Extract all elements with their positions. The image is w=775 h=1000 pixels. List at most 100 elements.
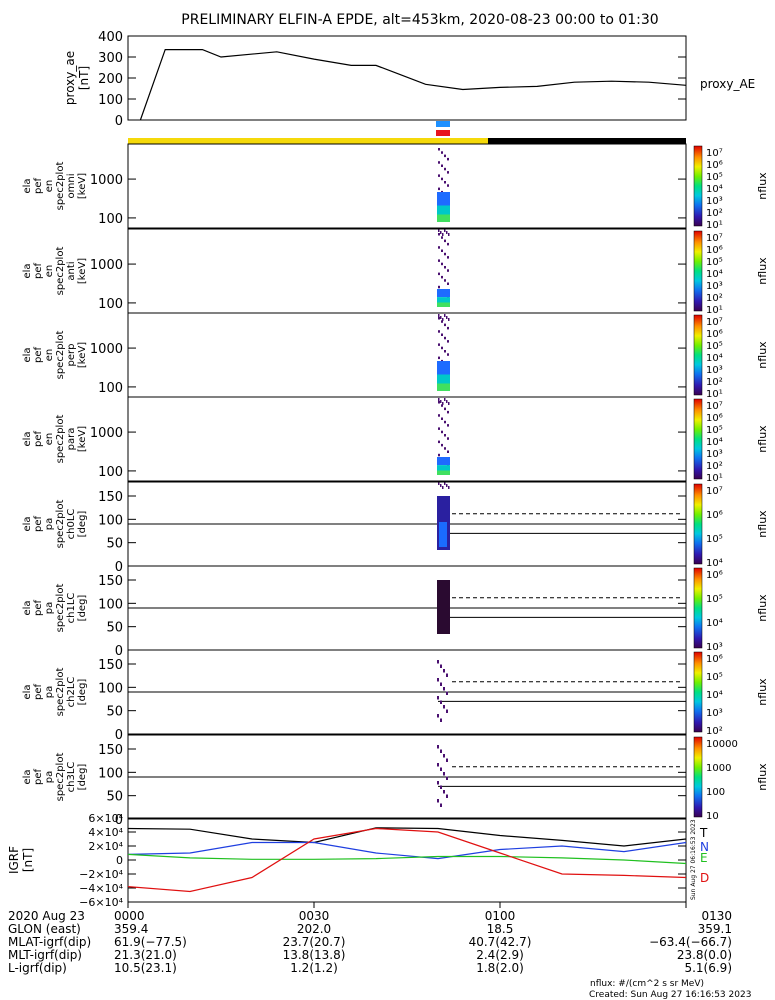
panel-ylabel-line: spec2plot — [55, 247, 66, 296]
colorbar — [693, 651, 703, 733]
panel-ylabel-line: pef — [33, 431, 44, 448]
flux-pixel — [447, 269, 449, 272]
footer-row-label: GLON (east) — [8, 922, 81, 936]
flux-pixel — [437, 696, 439, 700]
ytick-label: 1000 — [90, 258, 123, 273]
flux-pixel — [447, 437, 449, 440]
colorbar-tick-label: 10⁵ — [706, 672, 723, 683]
panel-ylabel-line: [keV] — [77, 258, 88, 284]
footer-cell: 0000 — [114, 909, 145, 923]
proxy-ae-panel: 400 300 200 100 0 proxy_ae [nT] proxy_AE — [63, 30, 755, 129]
panel-ylabel-line: [deg] — [77, 679, 88, 706]
flux-pixel — [437, 781, 439, 785]
ytick-label: 1000 — [90, 426, 123, 441]
flux-pixel — [443, 790, 445, 794]
footer-cell: 61.9(−77.5) — [114, 935, 187, 949]
flux-pixel — [437, 192, 450, 206]
igrf-ytick-label: 2×10⁴ — [88, 840, 123, 853]
flux-pixel — [444, 482, 446, 485]
flux-pixel — [437, 714, 439, 718]
flux-pixel — [438, 414, 440, 417]
flux-pixel — [447, 450, 449, 453]
panel-ylabel-line: ela — [22, 600, 33, 615]
footer-cell: 21.3(21.0) — [114, 948, 177, 962]
igrf-ytick-label: −4×10⁴ — [79, 882, 123, 895]
panel-ylabel-line: [keV] — [77, 173, 88, 199]
panel-ylabel-line: pa — [44, 602, 55, 614]
colorbar-tick-label: 10⁶ — [706, 329, 723, 340]
flux-pixel — [437, 214, 450, 222]
units-note: nflux: #/(cm^2 s sr MeV) — [590, 979, 704, 989]
colorbar-tick-label: 10⁴ — [706, 437, 723, 448]
colorbar-unit-label: nflux — [756, 341, 769, 369]
panel-ylabel-line: en — [44, 433, 55, 446]
flux-pixel — [447, 256, 449, 259]
ae-ytick-label: 400 — [98, 30, 123, 45]
colorbar-tick-label: 10⁴ — [706, 269, 723, 280]
flux-pixel — [437, 302, 450, 307]
igrf-ylabel-line1: IGRF — [7, 846, 21, 874]
colorbar-tick-label: 10³ — [706, 642, 723, 653]
colorbar — [693, 567, 703, 649]
flux-pixel — [441, 346, 443, 350]
flux-pixel — [446, 794, 448, 798]
spectrogram-data — [437, 660, 448, 722]
colorbar-tick-label: 1000 — [706, 763, 731, 774]
colorbar-tick-label: 10000 — [706, 739, 738, 750]
igrf-line-N — [127, 841, 687, 860]
colorbar-unit-label: nflux — [756, 425, 769, 453]
igrf-ytick-label: −6×10⁴ — [79, 896, 123, 909]
colorbar — [693, 398, 703, 480]
footer-cell: 0130 — [701, 909, 732, 923]
ytick-label: 0 — [115, 644, 123, 659]
flux-pixel — [441, 443, 443, 447]
panel-ylabel-line: ch0LC — [66, 509, 77, 540]
ytick-label: 50 — [106, 621, 123, 636]
flux-pixel — [437, 361, 450, 375]
flux-pixel — [439, 522, 447, 547]
footer-row-label: 2020 Aug 23 — [8, 909, 85, 923]
colorbar-tick-label: 10⁴ — [706, 558, 723, 569]
flux-pixel — [438, 314, 440, 317]
panel-ylabel-line: omni — [66, 174, 77, 199]
spectrogram-panel-6: 150 100 50 0 ela pef pa spec2plot ch1LC [deg] 10⁶ 1… — [22, 565, 769, 659]
flux-pixel — [438, 272, 440, 276]
flux-pixel — [448, 318, 450, 321]
flux-pixel — [444, 434, 446, 437]
colorbar-unit-label: nflux — [756, 763, 769, 791]
flux-pixel — [447, 326, 449, 330]
ae-y-ticks: 400 300 200 100 0 — [98, 30, 686, 129]
footer-cell: 0100 — [485, 909, 516, 923]
colorbar-tick-label: 10⁵ — [706, 534, 723, 545]
panel-ylabel-line: [keV] — [77, 426, 88, 452]
colorbar-tick-label: 10² — [706, 293, 723, 304]
flux-pixel — [441, 262, 443, 266]
flux-pixel — [440, 682, 442, 686]
colorbar-tick-label: 10⁶ — [706, 570, 723, 581]
flux-pixel — [437, 470, 450, 475]
flux-pixel — [442, 233, 444, 236]
colorbar-tick-label: 10³ — [706, 708, 723, 719]
colorbar-tick-label: 10⁴ — [706, 690, 723, 701]
flux-pixel — [442, 402, 444, 405]
igrf-legend-N: N — [700, 840, 709, 854]
panel-ylabel-line: perp — [66, 344, 77, 367]
footer-cell: 13.8(13.8) — [283, 948, 346, 962]
flux-pixel — [437, 763, 439, 767]
flux-pixel — [444, 154, 446, 158]
colorbar-tick-label: 10¹ — [706, 473, 723, 484]
flux-pixel — [441, 249, 443, 252]
ytick-label: 0 — [115, 560, 123, 575]
flux-pixel — [446, 231, 448, 234]
panel-frame — [127, 228, 687, 314]
spectrogram-panel-7: 150 100 50 0 ela pef pa spec2plot ch2LC [deg] 10⁶ 1… — [22, 649, 769, 743]
igrf-ytick-label: −2×10⁴ — [79, 868, 123, 881]
ae-legend-label: proxy_AE — [700, 77, 755, 91]
colorbar-tick-label: 10³ — [706, 196, 723, 207]
ae-ylabel-line1: proxy_ae — [63, 51, 77, 105]
flux-pixel — [440, 484, 442, 487]
